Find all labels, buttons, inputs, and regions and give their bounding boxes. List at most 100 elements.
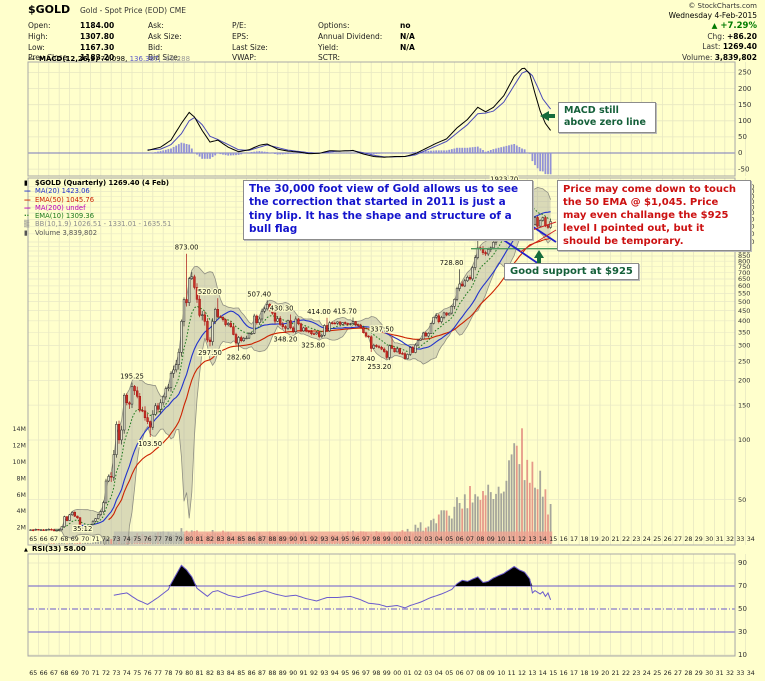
svg-text:17: 17 xyxy=(570,536,578,543)
svg-text:195.25: 195.25 xyxy=(120,372,144,380)
svg-text:70: 70 xyxy=(81,670,89,677)
quote-date: Wednesday 4-Feb-2015 xyxy=(668,11,757,20)
svg-text:19: 19 xyxy=(591,670,599,677)
svg-text:88: 88 xyxy=(268,536,276,543)
svg-text:414.00: 414.00 xyxy=(307,308,331,316)
legend-items: — MA(20) 1423.06 — EMA(50) 1045.76 — MA(200) … xyxy=(24,187,171,237)
svg-text:80: 80 xyxy=(185,536,193,543)
svg-text:73: 73 xyxy=(112,536,120,543)
svg-text:84: 84 xyxy=(227,536,235,543)
svg-text:81: 81 xyxy=(196,670,204,677)
green-left-arrow-icon xyxy=(540,111,555,121)
last-value: 1269.40 xyxy=(722,42,757,52)
svg-text:50: 50 xyxy=(738,133,747,141)
svg-text:31: 31 xyxy=(716,536,724,543)
quote-row: Annual Dividend: N/A xyxy=(318,32,415,43)
last-row: Last: 1269.40 xyxy=(669,42,757,52)
svg-text:800: 800 xyxy=(738,257,750,265)
quote-label: Ask: xyxy=(148,21,164,30)
svg-text:08: 08 xyxy=(476,670,484,677)
svg-text:92: 92 xyxy=(310,670,318,677)
quote-col-1: Ask: Ask Size: Bid: Bid Size: xyxy=(148,21,194,64)
svg-text:13: 13 xyxy=(528,536,536,543)
quote-label: SCTR: xyxy=(318,53,341,63)
svg-text:94: 94 xyxy=(331,670,339,677)
quote-label: Options: xyxy=(318,21,350,30)
svg-text:93: 93 xyxy=(320,670,328,677)
svg-text:12: 12 xyxy=(518,536,526,543)
svg-text:200: 200 xyxy=(738,85,751,93)
legend-bb: ▒ BB(10,1.9) 1026.51 - 1331.01 - 1635.51 xyxy=(24,220,171,228)
svg-text:18: 18 xyxy=(580,670,588,677)
price-target-annotation: Price may come down to touch the 50 EMA … xyxy=(557,180,751,251)
ema50-swatch-icon: — xyxy=(24,195,31,204)
macd-signal-value: 136.387, xyxy=(129,55,161,63)
svg-text:66: 66 xyxy=(40,670,48,677)
legend-ma20: — MA(20) 1423.06 xyxy=(24,187,171,195)
change-label: Chg: xyxy=(707,31,725,41)
quote-row: Yield: N/A xyxy=(318,43,415,54)
svg-text:06: 06 xyxy=(456,670,464,677)
svg-text:67: 67 xyxy=(50,670,58,677)
quote-row: EPS: xyxy=(232,32,284,43)
svg-text:550: 550 xyxy=(738,290,750,298)
svg-text:600: 600 xyxy=(738,282,750,290)
quote-row: P/E: xyxy=(232,21,284,32)
svg-text:27: 27 xyxy=(674,536,682,543)
svg-text:21: 21 xyxy=(612,670,620,677)
svg-text:91: 91 xyxy=(300,670,308,677)
legend-label: MA(200) undef xyxy=(35,203,86,212)
quote-col-0: Open: 1184.00 High: 1307.80 Low: 1167.30 Prev … xyxy=(28,21,114,64)
svg-text:31: 31 xyxy=(716,670,724,677)
svg-text:50: 50 xyxy=(738,605,747,613)
svg-text:88: 88 xyxy=(268,670,276,677)
svg-text:66: 66 xyxy=(40,536,48,543)
svg-text:200: 200 xyxy=(738,377,750,385)
svg-text:99: 99 xyxy=(383,536,391,543)
legend-ma200: — MA(200) undef xyxy=(24,204,171,212)
svg-text:27: 27 xyxy=(674,670,682,677)
up-triangle-icon: ▲ xyxy=(711,21,718,31)
svg-text:03: 03 xyxy=(424,536,432,543)
svg-text:34: 34 xyxy=(747,670,755,677)
svg-text:10: 10 xyxy=(497,536,505,543)
svg-text:650: 650 xyxy=(738,275,750,283)
svg-text:21: 21 xyxy=(612,536,620,543)
svg-text:29: 29 xyxy=(695,670,703,677)
macd-name: MACD(12,26,9) xyxy=(39,55,99,63)
svg-text:24: 24 xyxy=(643,670,651,677)
svg-text:300: 300 xyxy=(738,342,750,350)
svg-text:97: 97 xyxy=(362,536,370,543)
svg-text:19: 19 xyxy=(591,536,599,543)
svg-text:98: 98 xyxy=(372,670,380,677)
percent-change-value: +7.29% xyxy=(720,21,757,32)
svg-text:87: 87 xyxy=(258,536,266,543)
svg-text:253.20: 253.20 xyxy=(368,363,392,371)
svg-text:23: 23 xyxy=(632,536,640,543)
legend-title-row: ▮ $GOLD (Quarterly) 1269.40 (4 Feb) xyxy=(24,179,171,187)
ma20-swatch-icon: — xyxy=(24,187,31,196)
svg-text:1923.70: 1923.70 xyxy=(490,176,518,184)
svg-text:74: 74 xyxy=(123,536,131,543)
last-label: Last: xyxy=(702,42,721,52)
quote-label: Annual Dividend: xyxy=(318,31,383,41)
macd-line-swatch-icon: — xyxy=(28,55,35,63)
quote-label: Bid Size: xyxy=(148,53,181,63)
volume-value: 3,839,802 xyxy=(714,52,757,62)
svg-text:14: 14 xyxy=(539,670,547,677)
svg-text:90: 90 xyxy=(738,559,747,567)
svg-text:02: 02 xyxy=(414,536,422,543)
svg-text:05: 05 xyxy=(445,536,453,543)
legend-ema10: ·· EMA(10) 1309.36 xyxy=(24,212,171,220)
svg-text:100: 100 xyxy=(738,117,751,125)
legend-label: BB(10,1.9) 1026.51 - 1331.01 - 1635.51 xyxy=(35,220,172,229)
macd-hist-value: -66.288 xyxy=(163,55,191,63)
quote-row: Ask: xyxy=(148,21,194,32)
svg-text:415.70: 415.70 xyxy=(333,307,357,315)
ema10-swatch-icon: ·· xyxy=(24,212,30,221)
svg-text:14: 14 xyxy=(539,536,547,543)
macd-label: — MACD(12,26,9) 70.098, 136.387, -66.288 xyxy=(28,55,190,63)
svg-text:30: 30 xyxy=(738,628,747,636)
svg-text:97: 97 xyxy=(362,670,370,677)
